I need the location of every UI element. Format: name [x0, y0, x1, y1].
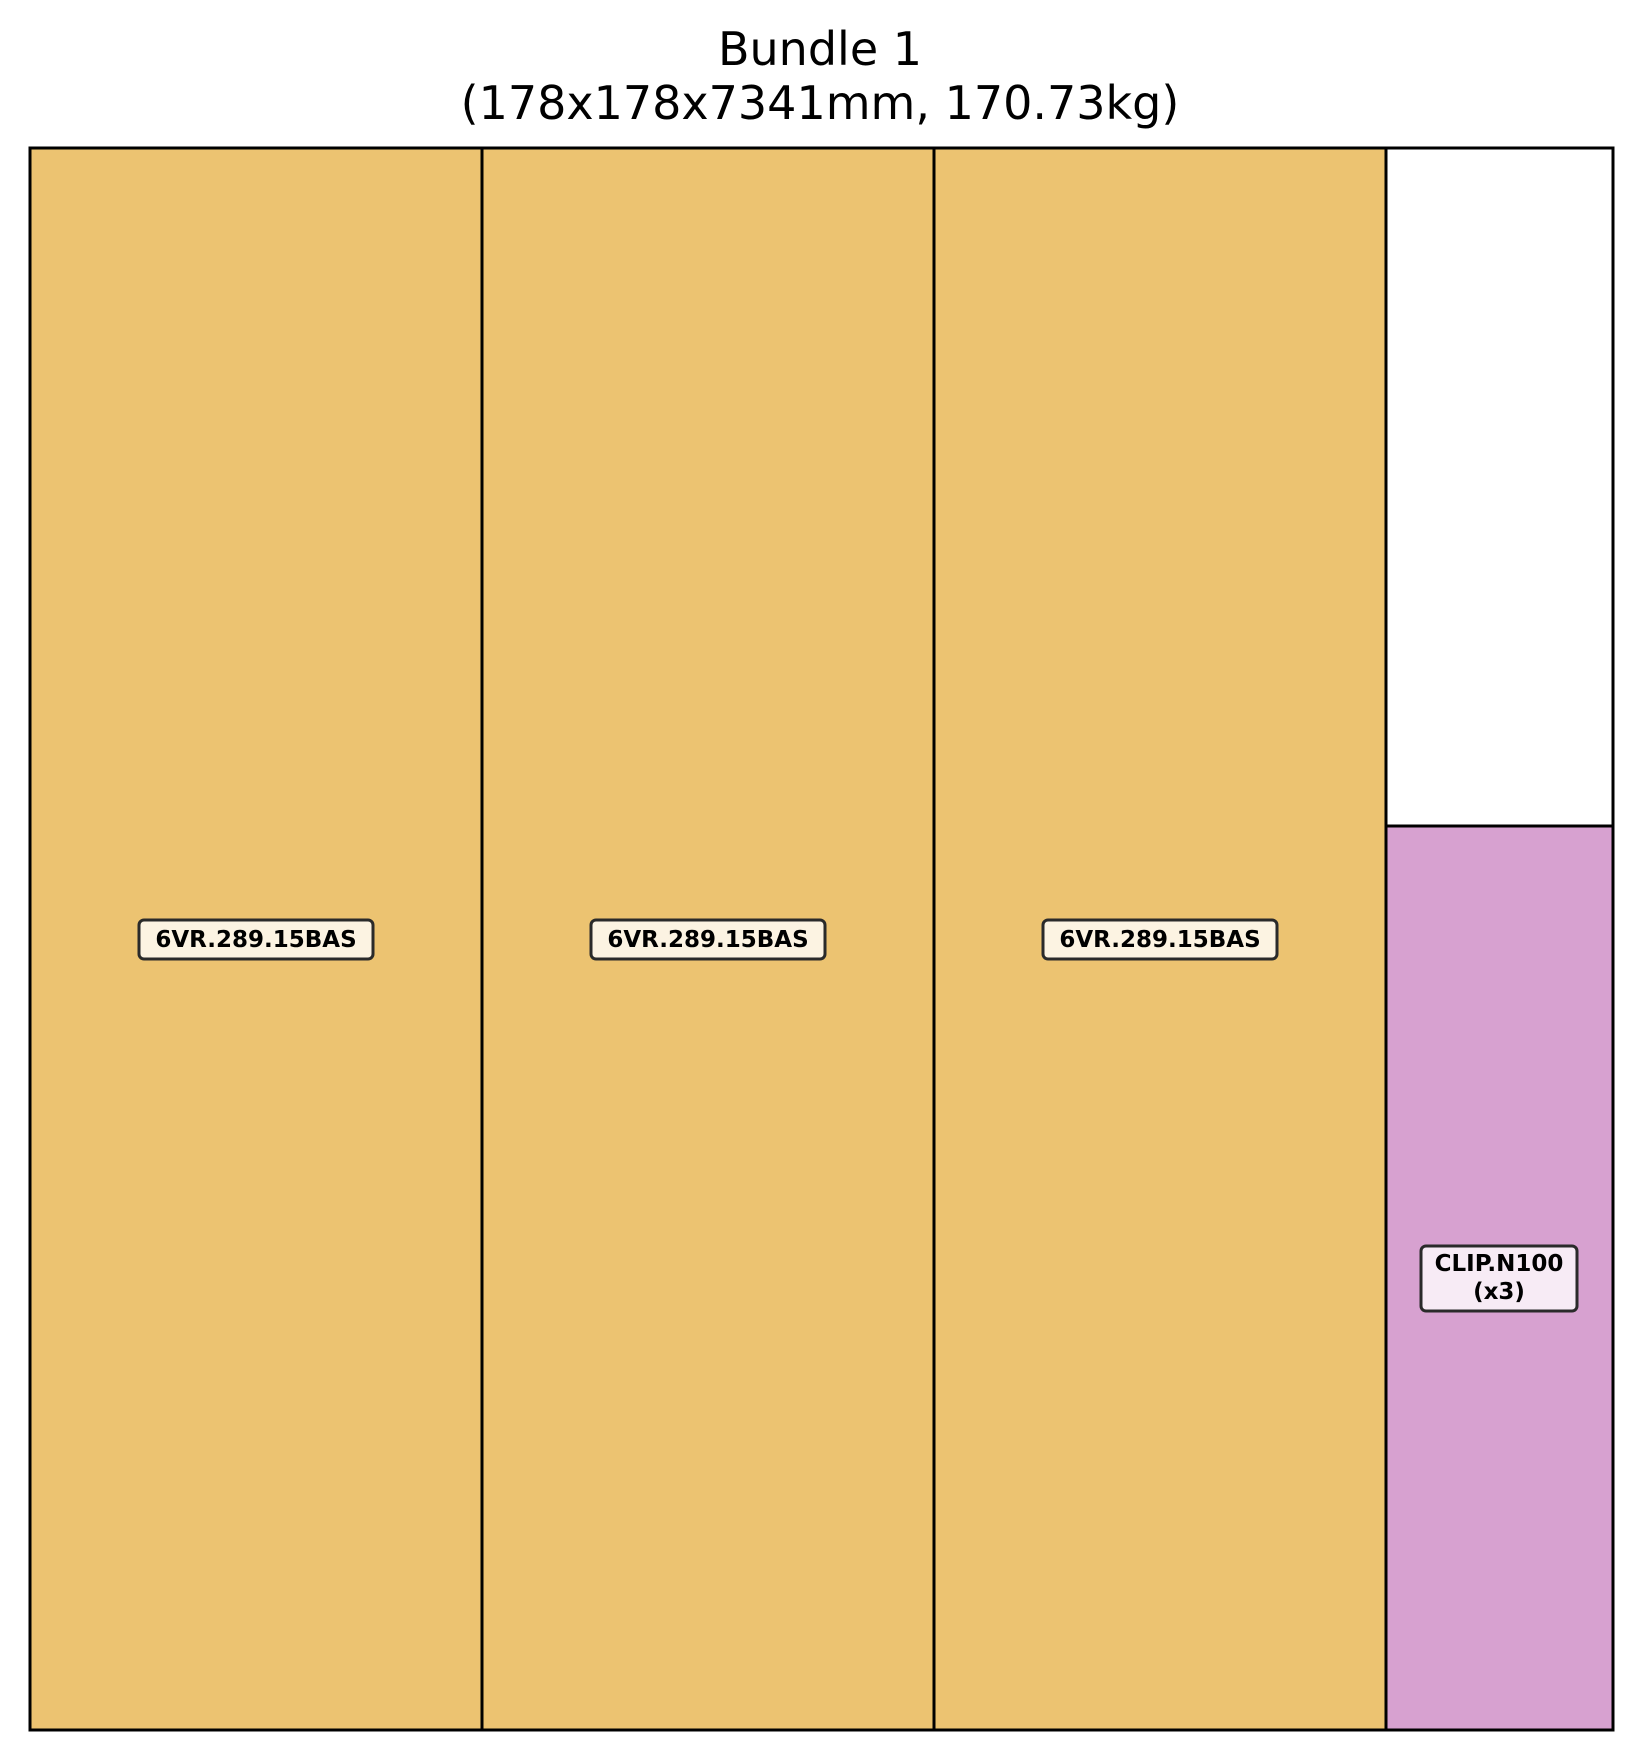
clip-piece-label-box	[1419, 1244, 1579, 1313]
bundle-outline	[28, 146, 1615, 1732]
bar-piece-2-label-box	[589, 918, 827, 961]
bundle-dimensions: (178x178x7341mm, 170.73kg)	[460, 76, 1180, 130]
bundle-title: Bundle 1 (178x178x7341mm, 170.73kg)	[0, 22, 1640, 130]
bar-piece-3: 6VR.289.15BAS	[932, 146, 1388, 1732]
empty-space	[1384, 146, 1615, 828]
empty-space-rect	[1384, 146, 1615, 828]
bundle-outline-group	[28, 146, 1615, 1732]
bundle-name: Bundle 1	[717, 22, 923, 76]
bar-piece-3-label-box	[1041, 918, 1279, 961]
bar-piece-1-label: 6VR.289.15BAS	[155, 927, 356, 953]
clip-piece-label: CLIP.N100	[1435, 1251, 1564, 1277]
bar-piece-2: 6VR.289.15BAS	[480, 146, 936, 1732]
clip-piece-quantity: (x3)	[1473, 1279, 1525, 1305]
bar-piece-1-label-box	[137, 918, 375, 961]
bar-piece-1: 6VR.289.15BAS	[28, 146, 484, 1732]
bar-piece-3-label: 6VR.289.15BAS	[1059, 927, 1260, 953]
bar-piece-2-label: 6VR.289.15BAS	[607, 927, 808, 953]
clip-piece: CLIP.N100 (x3)	[1384, 824, 1615, 1732]
